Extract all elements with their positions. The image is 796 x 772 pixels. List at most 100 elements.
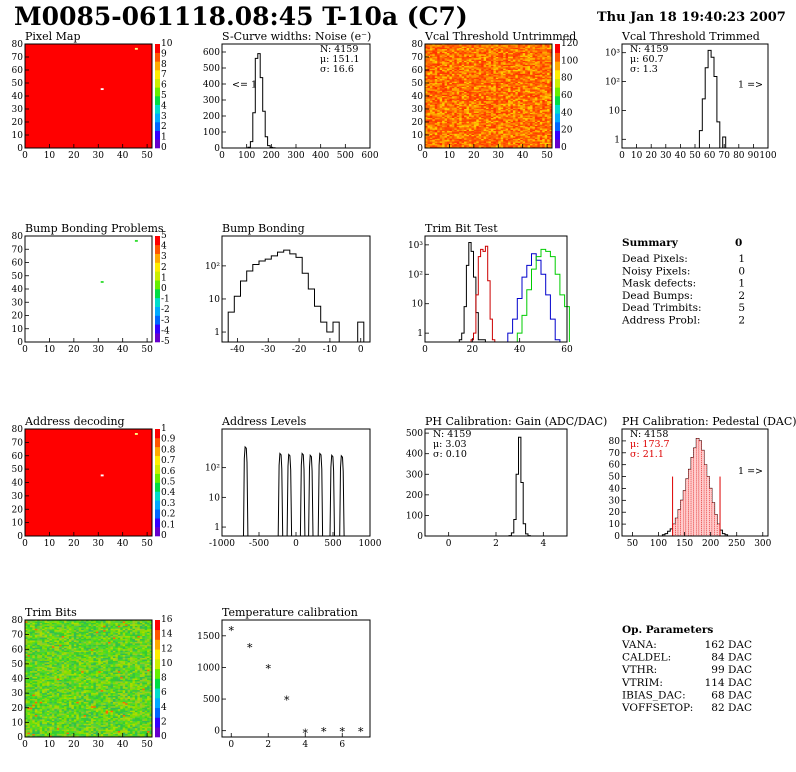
heatmap-cell bbox=[471, 46, 475, 49]
heatmap-cell bbox=[451, 67, 455, 70]
heatmap-cell bbox=[488, 77, 492, 80]
heatmap-cell bbox=[432, 129, 436, 132]
heatmap-cell bbox=[512, 106, 516, 109]
x-tick-label: 100 bbox=[650, 539, 667, 549]
heatmap-cell bbox=[454, 98, 458, 101]
heatmap-cell bbox=[432, 75, 436, 77]
heatmap-cell bbox=[534, 54, 538, 57]
heatmap-cell bbox=[508, 45, 511, 47]
heatmap-cell bbox=[525, 107, 528, 110]
heatmap-cell bbox=[130, 625, 133, 628]
heatmap-cell bbox=[437, 81, 441, 84]
heatmap-cell bbox=[486, 80, 489, 83]
heatmap-cell bbox=[429, 96, 433, 98]
heatmap-cell bbox=[534, 111, 538, 114]
heatmap-cell bbox=[437, 63, 441, 66]
heatmap-cell bbox=[549, 71, 553, 73]
heatmap-cell bbox=[493, 90, 497, 93]
heatmap-cell bbox=[520, 62, 524, 64]
heatmap-cell bbox=[481, 120, 485, 123]
heatmap-cell bbox=[446, 94, 450, 97]
heatmap-cell bbox=[456, 75, 460, 77]
heatmap-cell bbox=[466, 99, 470, 102]
heatmap-cell bbox=[481, 137, 485, 140]
heatmap-cell bbox=[429, 60, 433, 63]
heatmap-cell bbox=[439, 68, 443, 71]
heatmap-cell bbox=[534, 115, 538, 118]
heatmap-cell bbox=[539, 64, 543, 67]
heatmap-cell bbox=[446, 136, 450, 138]
heatmap-cell bbox=[439, 84, 443, 86]
heatmap-cell bbox=[490, 58, 494, 60]
heatmap-cell bbox=[434, 79, 438, 81]
color-scale-tick-label: 4 bbox=[161, 242, 167, 252]
heatmap-cell bbox=[503, 138, 506, 141]
heatmap-cell bbox=[437, 138, 441, 141]
heatmap-cell bbox=[549, 131, 553, 133]
heatmap-cell bbox=[532, 115, 536, 118]
heatmap-cell bbox=[456, 77, 460, 80]
heatmap-cell bbox=[468, 109, 472, 111]
heatmap-cell bbox=[542, 88, 546, 90]
heatmap-cell bbox=[473, 96, 477, 98]
heatmap-cell bbox=[134, 628, 138, 631]
heatmap-cell bbox=[510, 50, 514, 53]
heatmap-cell bbox=[461, 49, 465, 51]
heatmap-cell bbox=[473, 141, 477, 144]
heatmap-cell bbox=[498, 76, 502, 79]
heatmap-cell bbox=[503, 77, 506, 80]
heatmap-cell bbox=[468, 144, 472, 146]
heatmap-cell bbox=[522, 96, 526, 98]
heatmap-cell bbox=[93, 622, 97, 625]
heatmap-cell bbox=[429, 112, 433, 115]
heatmap-cell bbox=[446, 77, 450, 80]
heatmap-cell bbox=[481, 83, 485, 85]
heatmap-cell bbox=[508, 73, 511, 76]
heatmap-cell bbox=[454, 128, 458, 131]
heatmap-cell bbox=[530, 72, 533, 75]
heatmap-cell bbox=[449, 93, 453, 96]
heatmap-cell bbox=[503, 68, 506, 71]
heatmap-cell bbox=[473, 70, 477, 72]
heatmap-cell bbox=[483, 70, 487, 72]
heatmap-cell bbox=[464, 123, 467, 125]
heatmap-cell bbox=[522, 76, 526, 79]
heatmap-cell bbox=[508, 120, 511, 123]
heatmap-cell bbox=[432, 85, 436, 88]
heatmap-cell bbox=[427, 62, 431, 64]
heatmap-cell bbox=[473, 120, 477, 123]
heatmap-cell bbox=[500, 135, 504, 137]
heatmap-cell bbox=[437, 93, 441, 96]
heatmap-cell bbox=[530, 62, 533, 64]
heatmap-cell bbox=[434, 73, 438, 76]
y-tick-label: 10² bbox=[205, 464, 220, 474]
heatmap-cell bbox=[483, 120, 487, 123]
heatmap-cell bbox=[542, 57, 546, 59]
heatmap-cell bbox=[512, 144, 516, 146]
heatmap-cell bbox=[527, 122, 531, 124]
heatmap-cell bbox=[537, 122, 541, 124]
heatmap-cell bbox=[512, 60, 516, 63]
heatmap-cell bbox=[437, 44, 441, 46]
heatmap-cell bbox=[520, 98, 524, 101]
heatmap-cell bbox=[459, 123, 463, 125]
heatmap-cell bbox=[481, 84, 485, 86]
heatmap-cell bbox=[537, 60, 541, 63]
heatmap-cell bbox=[534, 80, 538, 83]
heatmap-cell bbox=[530, 111, 533, 114]
heatmap-cell bbox=[488, 129, 492, 132]
heatmap-cell bbox=[503, 70, 506, 72]
heatmap-cell bbox=[464, 84, 467, 86]
heatmap-cell bbox=[468, 58, 472, 60]
heatmap-cell bbox=[439, 58, 443, 60]
heatmap-cell bbox=[461, 112, 465, 115]
y-tick-label: 10 bbox=[609, 520, 621, 530]
heatmap-cell bbox=[27, 625, 31, 628]
heatmap-cell bbox=[115, 627, 119, 630]
heatmap-cell bbox=[466, 60, 470, 63]
heatmap-cell bbox=[532, 76, 536, 79]
heatmap-cell bbox=[425, 128, 428, 131]
heatmap-cell bbox=[542, 46, 546, 49]
heatmap-cell bbox=[508, 84, 511, 86]
heatmap-cell bbox=[59, 622, 63, 625]
